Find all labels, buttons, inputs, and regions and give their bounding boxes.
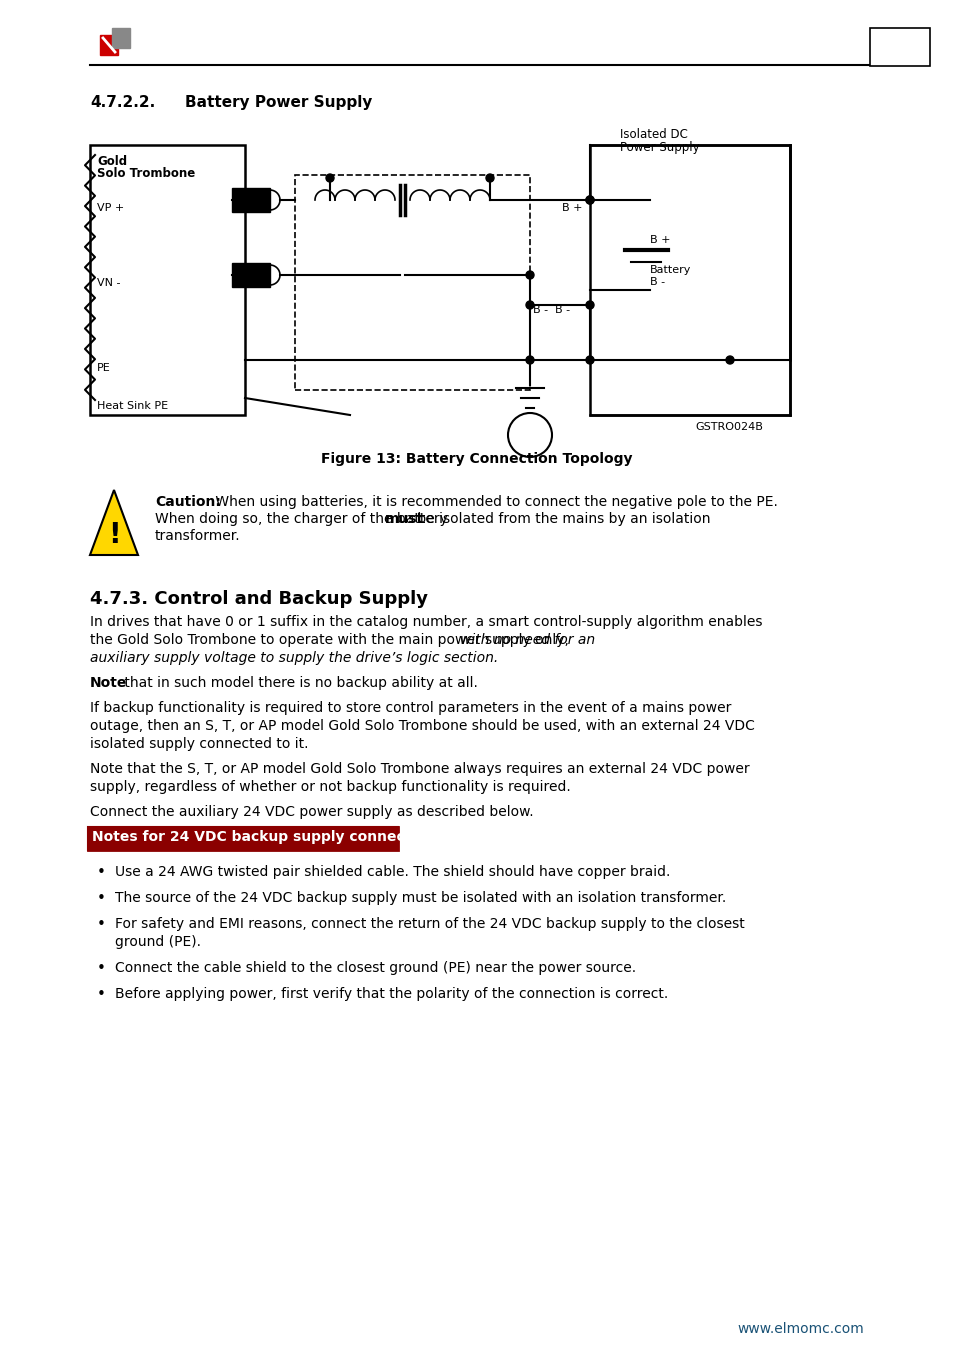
Text: supply, regardless of whether or not backup functionality is required.: supply, regardless of whether or not bac… <box>90 780 570 794</box>
Text: PE: PE <box>97 363 111 373</box>
Text: Note: Note <box>90 676 128 690</box>
Text: Figure 13: Battery Connection Topology: Figure 13: Battery Connection Topology <box>321 452 632 466</box>
Circle shape <box>326 174 334 182</box>
Text: must: must <box>385 512 424 526</box>
Circle shape <box>485 174 494 182</box>
Bar <box>869 28 929 66</box>
Text: the Gold Solo Trombone to operate with the main power supply only,: the Gold Solo Trombone to operate with t… <box>90 633 573 647</box>
Text: The source of the 24 VDC backup supply must be isolated with an isolation transf: The source of the 24 VDC backup supply m… <box>115 891 725 904</box>
Text: Gold: Gold <box>97 155 127 167</box>
Text: isolated supply connected to it.: isolated supply connected to it. <box>90 737 308 751</box>
Text: that in such model there is no backup ability at all.: that in such model there is no backup ab… <box>120 676 477 690</box>
Text: When doing so, the charger of the battery: When doing so, the charger of the batter… <box>154 512 452 526</box>
Text: www.elmomc.com: www.elmomc.com <box>737 1322 863 1336</box>
Text: VP +: VP + <box>97 202 124 213</box>
Text: •: • <box>97 917 106 932</box>
Text: Battery: Battery <box>649 265 691 275</box>
Circle shape <box>585 196 594 204</box>
Text: 4.7.2.2.: 4.7.2.2. <box>90 95 155 109</box>
Bar <box>232 263 270 288</box>
Circle shape <box>525 301 534 309</box>
Text: When using batteries, it is recommended to connect the negative pole to the PE.: When using batteries, it is recommended … <box>211 495 777 509</box>
Text: B +: B + <box>649 235 670 244</box>
Text: B +: B + <box>561 202 582 213</box>
Text: ground (PE).: ground (PE). <box>115 936 201 949</box>
Text: Before applying power, first verify that the polarity of the connection is corre: Before applying power, first verify that… <box>115 987 667 1000</box>
Text: •: • <box>97 865 106 880</box>
Circle shape <box>725 356 733 365</box>
Text: auxiliary supply voltage to supply the drive’s logic section.: auxiliary supply voltage to supply the d… <box>90 651 497 666</box>
Text: •: • <box>97 987 106 1002</box>
Text: Notes for 24 VDC backup supply connections:: Notes for 24 VDC backup supply connectio… <box>91 830 449 844</box>
Text: B -: B - <box>533 305 548 315</box>
Bar <box>232 188 270 212</box>
Text: Solo Trombone: Solo Trombone <box>97 167 195 180</box>
Polygon shape <box>90 490 138 555</box>
Circle shape <box>507 413 552 458</box>
Bar <box>88 828 397 850</box>
Bar <box>90 144 245 414</box>
Text: outage, then an S, T, or AP model Gold Solo Trombone should be used, with an ext: outage, then an S, T, or AP model Gold S… <box>90 720 754 733</box>
Text: with no need for an: with no need for an <box>459 633 595 647</box>
Text: Power Supply: Power Supply <box>619 140 699 154</box>
Text: In drives that have 0 or 1 suffix in the catalog number, a smart control-supply : In drives that have 0 or 1 suffix in the… <box>90 616 761 629</box>
Polygon shape <box>112 28 130 49</box>
Text: Heat Sink PE: Heat Sink PE <box>97 401 168 410</box>
Text: transformer.: transformer. <box>154 529 240 543</box>
Text: Connect the auxiliary 24 VDC power supply as described below.: Connect the auxiliary 24 VDC power suppl… <box>90 805 533 819</box>
Text: For safety and EMI reasons, connect the return of the 24 VDC backup supply to th: For safety and EMI reasons, connect the … <box>115 917 744 932</box>
Circle shape <box>525 271 534 279</box>
Circle shape <box>585 356 594 365</box>
Text: Use a 24 AWG twisted pair shielded cable. The shield should have copper braid.: Use a 24 AWG twisted pair shielded cable… <box>115 865 670 879</box>
Text: be isolated from the mains by an isolation: be isolated from the mains by an isolati… <box>413 512 710 526</box>
Circle shape <box>525 356 534 365</box>
Text: GSTRO024B: GSTRO024B <box>695 423 762 432</box>
Bar <box>88 828 397 850</box>
Text: •: • <box>97 891 106 906</box>
Text: Caution:: Caution: <box>154 495 221 509</box>
Text: •: • <box>97 961 106 976</box>
Bar <box>589 144 789 414</box>
Text: If backup functionality is required to store control parameters in the event of : If backup functionality is required to s… <box>90 701 731 716</box>
Circle shape <box>585 196 594 204</box>
Bar <box>294 176 530 390</box>
Text: !: ! <box>108 521 120 549</box>
Text: Isolated DC: Isolated DC <box>619 128 687 140</box>
Circle shape <box>585 301 594 309</box>
Text: VN -: VN - <box>97 278 120 288</box>
Text: Battery Power Supply: Battery Power Supply <box>185 95 372 109</box>
Polygon shape <box>100 35 118 55</box>
Text: B -: B - <box>649 277 664 288</box>
Text: Note that the S, T, or AP model Gold Solo Trombone always requires an external 2: Note that the S, T, or AP model Gold Sol… <box>90 761 749 776</box>
Text: B -: B - <box>555 305 570 315</box>
Text: 4.7.3. Control and Backup Supply: 4.7.3. Control and Backup Supply <box>90 590 428 608</box>
Text: Connect the cable shield to the closest ground (PE) near the power source.: Connect the cable shield to the closest … <box>115 961 636 975</box>
